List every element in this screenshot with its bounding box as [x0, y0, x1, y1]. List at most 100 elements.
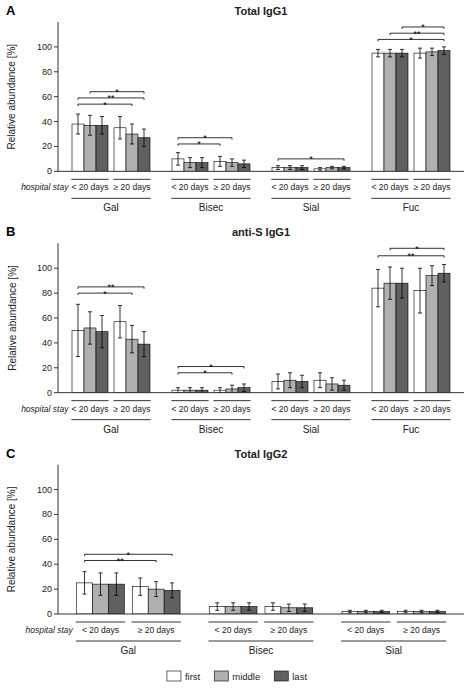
category-label: ≥ 20 days [214, 404, 251, 414]
group-label: Bisec [199, 202, 223, 213]
error-bar [247, 603, 251, 610]
error-bar [200, 388, 204, 393]
category-label: < 20 days [171, 182, 208, 192]
group-underline [271, 198, 350, 199]
error-bar [188, 158, 192, 168]
error-bar [100, 316, 104, 348]
y-tick-label: 80 [42, 509, 52, 519]
error-bar [230, 385, 234, 392]
error-bar [83, 572, 87, 594]
category-underline [213, 179, 250, 180]
y-tick [54, 46, 58, 47]
error-bar [176, 388, 180, 393]
group-label: Sial [303, 202, 320, 213]
error-bar [418, 268, 422, 313]
category-label: ≥ 20 days [270, 625, 307, 635]
category-underline [113, 179, 150, 180]
category-underline [171, 179, 208, 180]
group-underline [371, 198, 450, 199]
group-label: Gal [103, 424, 119, 435]
group-underline [371, 419, 450, 420]
category-label: < 20 days [215, 625, 252, 635]
category-label: < 20 days [271, 404, 308, 414]
category-underline [397, 622, 446, 623]
error-bar [318, 373, 322, 388]
y-axis-label: Relative abundance [%] [7, 486, 18, 592]
error-bar [114, 573, 118, 595]
error-bar [380, 610, 384, 612]
group-underline [271, 419, 350, 420]
group-label: Gal [121, 645, 137, 656]
y-tick-label: 60 [42, 534, 52, 544]
bar [426, 276, 438, 393]
legend: firstmiddlelast [167, 671, 307, 682]
error-bar [242, 160, 246, 167]
significance-label: * [421, 22, 425, 32]
group-underline [208, 641, 313, 642]
error-bar [88, 115, 92, 135]
error-bar [188, 388, 192, 393]
bar [396, 53, 408, 171]
error-bar [242, 384, 246, 391]
group-underline [71, 198, 150, 199]
error-bar [276, 374, 280, 389]
error-bar [303, 604, 307, 611]
bar [438, 273, 450, 392]
category-label: < 20 days [371, 182, 408, 192]
category-label: < 20 days [171, 404, 208, 414]
category-underline [371, 400, 408, 401]
group-label: Sial [303, 424, 320, 435]
category-label: ≥ 20 days [114, 182, 151, 192]
y-tick [54, 489, 58, 490]
error-bar [218, 156, 222, 166]
category-underline [213, 400, 250, 401]
error-bar [376, 49, 380, 56]
error-bar [130, 124, 134, 144]
category-underline [271, 400, 308, 401]
error-bar [330, 166, 334, 168]
category-label: < 20 days [82, 625, 119, 635]
group-label: Sial [385, 645, 402, 656]
legend-label: middle [232, 671, 260, 682]
significance-label: * [209, 362, 213, 372]
error-bar [98, 573, 102, 595]
category-underline [341, 622, 390, 623]
error-bar [138, 578, 142, 595]
category-label: ≥ 20 days [214, 182, 251, 192]
panel: 020406080100Relative abundance [%]Total … [6, 446, 464, 656]
y-tick-label: 20 [42, 584, 52, 594]
bar [426, 52, 438, 171]
y-tick [54, 514, 58, 515]
category-underline [264, 622, 313, 623]
group-label: Gal [103, 202, 119, 213]
significance-label: * [127, 550, 131, 560]
title: Total IgG1 [235, 5, 288, 17]
error-bar [430, 48, 434, 55]
group-label: Bisec [199, 424, 223, 435]
y-tick [54, 539, 58, 540]
y-tick-label: 100 [37, 263, 52, 273]
x-axis-label: hospital stay [26, 625, 74, 635]
category-underline [71, 179, 108, 180]
y-axis-label: Relative abundance [%] [7, 44, 18, 150]
bars [72, 47, 450, 171]
panel-label: A [6, 3, 16, 18]
error-bar [420, 610, 424, 612]
bar [438, 51, 450, 172]
significance-label: * [309, 154, 313, 164]
x-axis-label: hospital stay [21, 404, 69, 414]
error-bar [287, 604, 291, 611]
title: Total IgG2 [235, 448, 288, 460]
y-tick [54, 71, 58, 72]
error-bar [376, 269, 380, 306]
error-bar [170, 583, 174, 598]
bar [414, 53, 426, 171]
category-underline [413, 179, 450, 180]
legend-label: first [185, 671, 201, 682]
error-bar [404, 610, 408, 612]
group-label: Fuc [403, 424, 420, 435]
y-tick-label: 0 [47, 166, 52, 176]
error-bar [176, 153, 180, 165]
group-underline [71, 419, 150, 420]
category-label: < 20 days [71, 182, 108, 192]
